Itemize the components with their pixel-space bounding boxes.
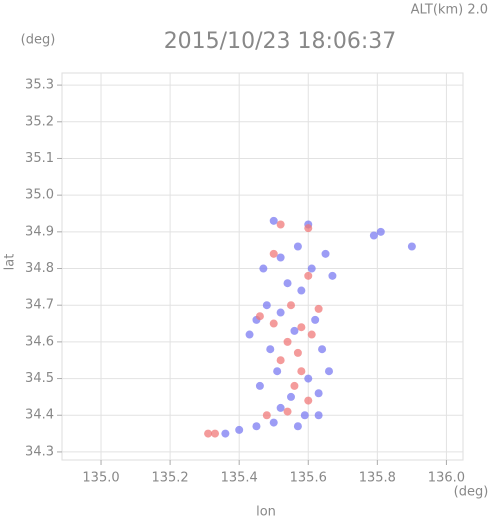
point (269, 319, 278, 328)
point (311, 315, 320, 324)
point (304, 271, 313, 280)
point (318, 345, 327, 354)
y-tick-label: 34.9 (25, 224, 54, 239)
x-tick-label: 136.0 (428, 471, 465, 486)
point (307, 330, 316, 339)
point (283, 407, 292, 416)
point (307, 264, 316, 273)
point (252, 422, 261, 431)
point (276, 253, 285, 262)
point (235, 425, 244, 434)
point (221, 429, 230, 438)
point (273, 367, 282, 376)
point (314, 304, 323, 313)
point (407, 242, 416, 251)
point (262, 301, 271, 310)
plot-frame (61, 72, 464, 461)
x-tick-label: 135.0 (82, 471, 119, 486)
y-tick-label: 34.3 (25, 444, 54, 459)
point (245, 330, 254, 339)
x-tick-label: 135.6 (290, 471, 327, 486)
point (286, 301, 295, 310)
point (286, 392, 295, 401)
point (290, 381, 299, 390)
point (262, 411, 271, 420)
x-tick-label: 135.8 (359, 471, 396, 486)
y-unit: (deg) (21, 33, 56, 48)
point (293, 348, 302, 357)
point (297, 367, 306, 376)
point (293, 422, 302, 431)
point (283, 337, 292, 346)
point (269, 249, 278, 258)
point (297, 323, 306, 332)
y-tick-label: 35.2 (25, 114, 54, 129)
point (376, 227, 385, 236)
point (269, 216, 278, 225)
y-tick-label: 34.8 (25, 261, 54, 276)
point (297, 286, 306, 295)
point (276, 356, 285, 365)
point (304, 396, 313, 405)
point (304, 224, 313, 233)
y-tick-label: 35.0 (25, 188, 54, 203)
y-tick-label: 34.5 (25, 371, 54, 386)
point (255, 381, 264, 390)
point (290, 326, 299, 335)
point (283, 279, 292, 288)
point (266, 345, 275, 354)
point (293, 242, 302, 251)
point (269, 418, 278, 427)
point (369, 231, 378, 240)
point (321, 249, 330, 258)
point (259, 264, 268, 273)
point (276, 403, 285, 412)
point (328, 271, 337, 280)
y-tick-label: 35.1 (25, 151, 54, 166)
chart-title: 2015/10/23 18:06:37 (164, 29, 397, 54)
point (276, 308, 285, 317)
point (304, 374, 313, 383)
y-tick-label: 34.6 (25, 334, 54, 349)
point (314, 411, 323, 420)
point (204, 429, 213, 438)
y-tick-label: 34.4 (25, 408, 54, 423)
point (314, 389, 323, 398)
point (324, 367, 333, 376)
y-label: lat (3, 254, 18, 271)
point (255, 312, 264, 321)
y-tick-label: 35.3 (25, 78, 54, 93)
point (300, 411, 309, 420)
x-tick-label: 135.2 (151, 471, 188, 486)
x-label: lon (256, 505, 276, 520)
y-tick-label: 34.7 (25, 298, 54, 313)
point (211, 429, 220, 438)
altitude-label: ALT(km) 2.0 (411, 3, 488, 18)
point (276, 220, 285, 229)
x-unit: (deg) (454, 485, 489, 500)
x-tick-label: 135.4 (221, 471, 258, 486)
